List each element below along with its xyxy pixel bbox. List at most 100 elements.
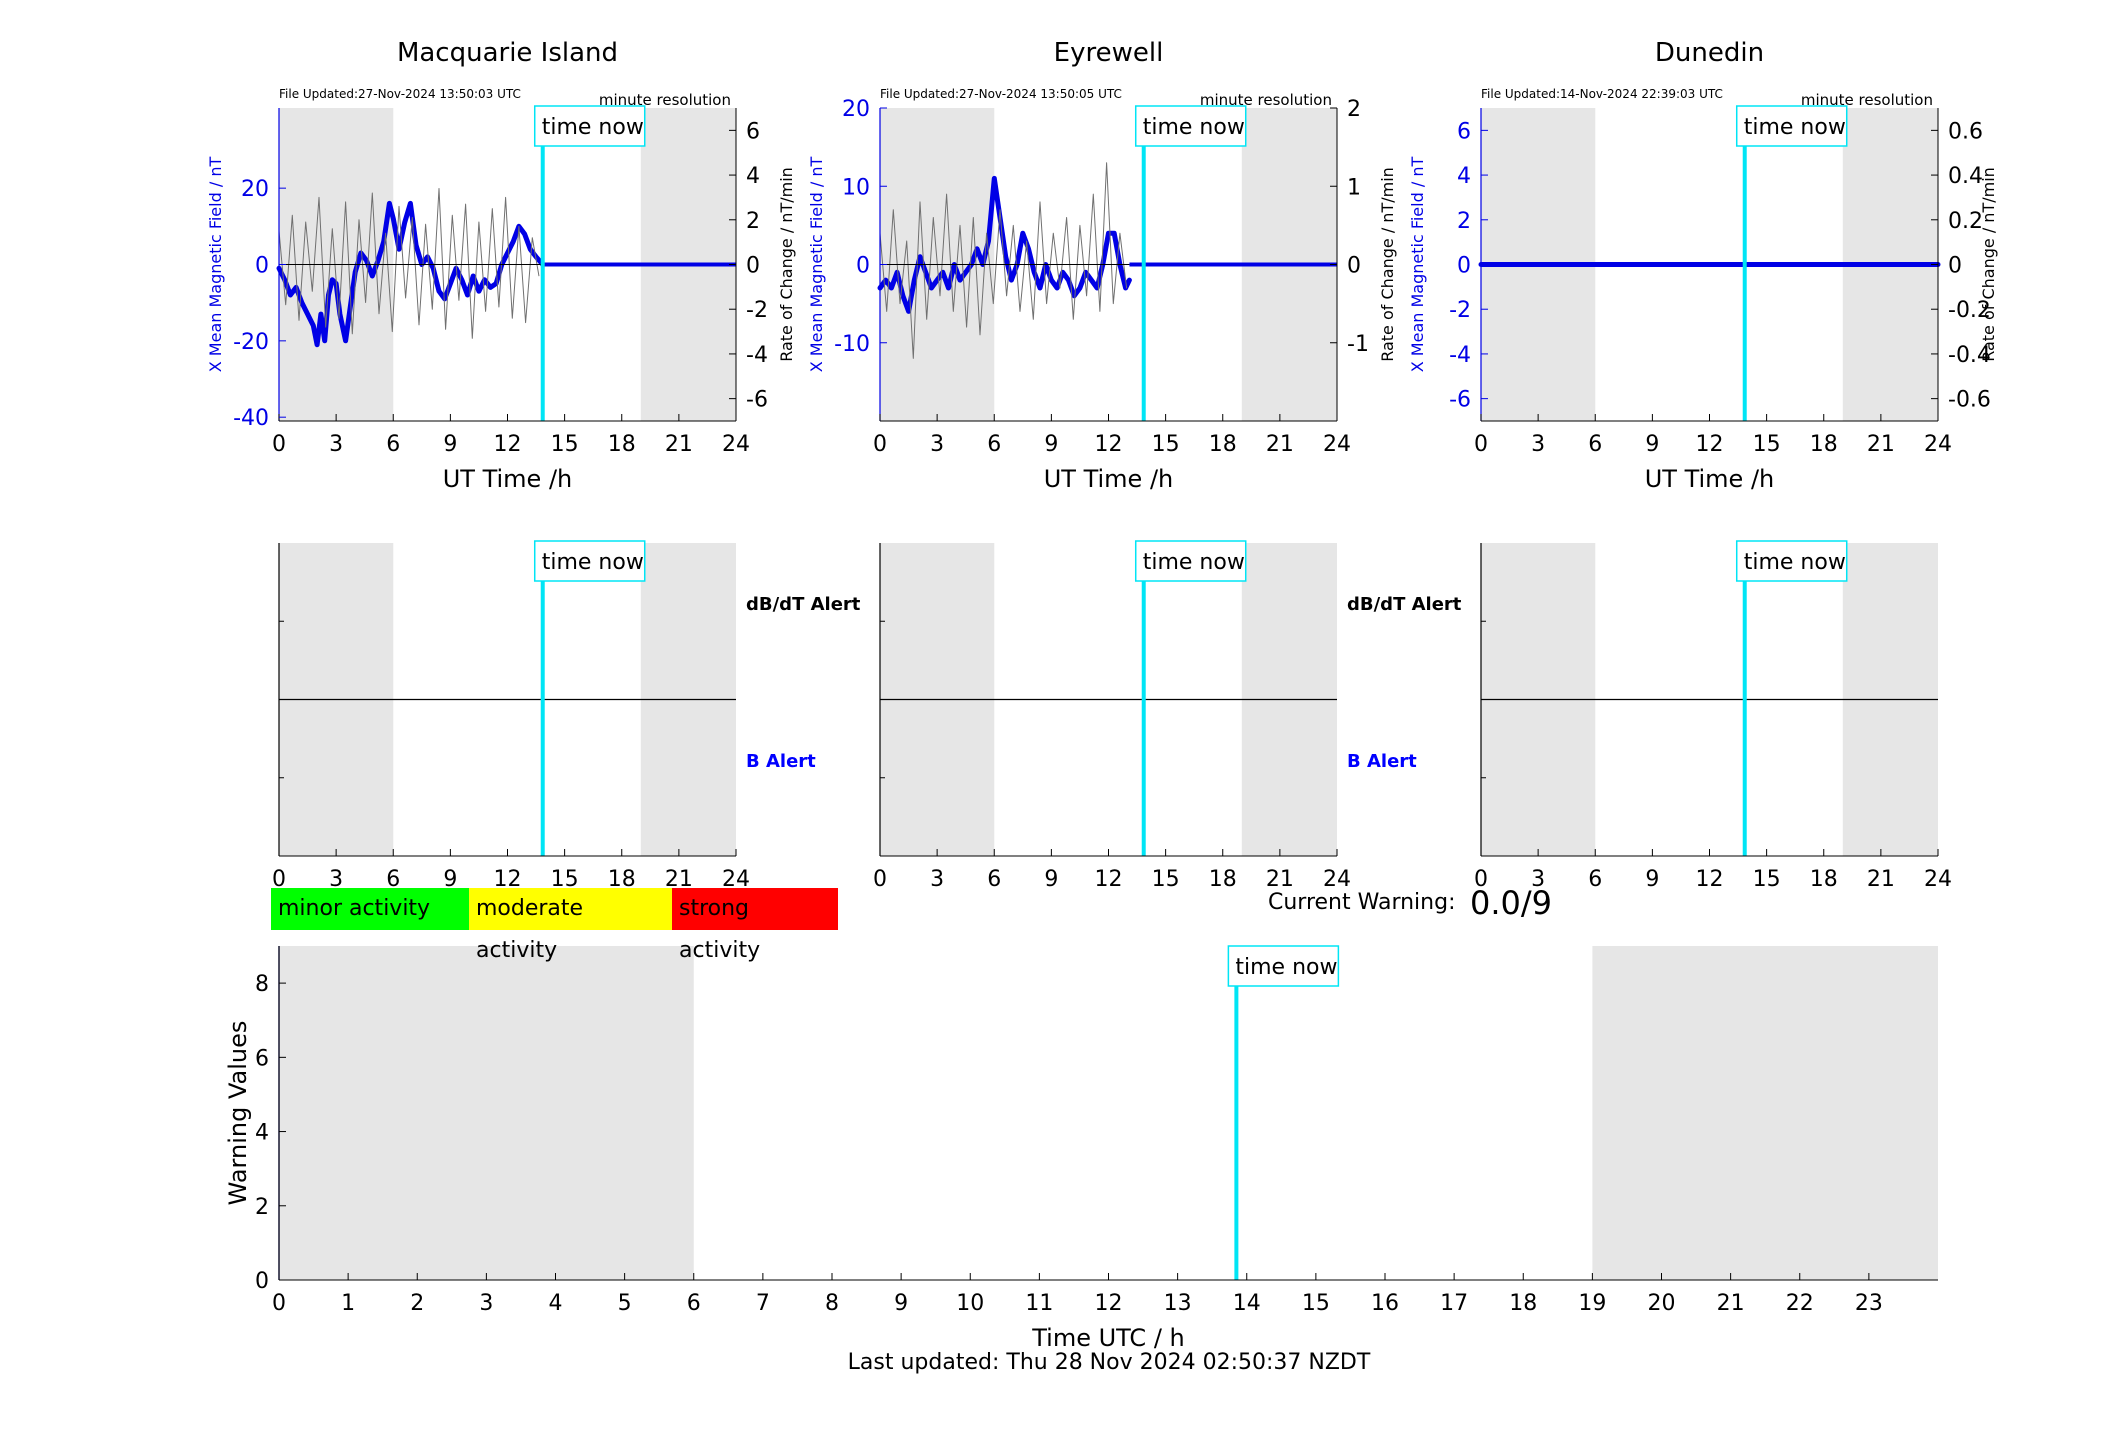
x-tick-label: 9 bbox=[1044, 867, 1058, 892]
file-updated-text: File Updated:14-Nov-2024 22:39:03 UTC bbox=[1481, 87, 1723, 101]
y-tick-label: 4 bbox=[255, 1121, 269, 1146]
y-tick-label: 20 bbox=[241, 177, 269, 202]
x-tick-label: 6 bbox=[386, 432, 400, 457]
x-tick-label: 24 bbox=[1924, 432, 1952, 457]
x-tick-label: 9 bbox=[1645, 867, 1659, 892]
x-axis-label: UT Time /h bbox=[1044, 465, 1174, 493]
right-y-tick-label: 0.2 bbox=[1948, 209, 1983, 234]
resolution-text: minute resolution bbox=[599, 91, 731, 109]
right-y-tick-label: -0.2 bbox=[1948, 298, 1991, 323]
rate-of-change-line bbox=[879, 162, 1128, 359]
b-alert-label: B Alert bbox=[746, 751, 816, 772]
y-tick-label: 10 bbox=[842, 175, 870, 200]
x-tick-label: 3 bbox=[1531, 432, 1545, 457]
x-tick-label: 3 bbox=[479, 1291, 493, 1316]
time-now-label: time now bbox=[1744, 115, 1846, 140]
magnetic-field-line bbox=[877, 175, 1132, 314]
x-tick-label: 18 bbox=[1209, 867, 1237, 892]
x-tick-label: 24 bbox=[1323, 867, 1351, 892]
x-tick-label: 12 bbox=[1095, 867, 1123, 892]
x-axis-label: UT Time /h bbox=[443, 465, 573, 493]
time-now-box bbox=[533, 540, 646, 582]
y-tick-label: -10 bbox=[834, 332, 870, 357]
x-tick-label: 24 bbox=[722, 432, 750, 457]
x-tick-label: 4 bbox=[549, 1291, 563, 1316]
y-axis-label: X Mean Magnetic Field / nT bbox=[1408, 157, 1427, 373]
y-axis-label: X Mean Magnetic Field / nT bbox=[807, 157, 826, 373]
y-tick-label: 20 bbox=[842, 97, 870, 122]
current-warning-value: 0.0/9 bbox=[1470, 884, 1553, 922]
y-tick-label: -40 bbox=[233, 406, 269, 431]
time-now-label: time now bbox=[542, 550, 644, 575]
x-tick-label: 21 bbox=[665, 867, 693, 892]
right-y-tick-label: 4 bbox=[746, 164, 760, 189]
x-tick-label: 6 bbox=[987, 867, 1001, 892]
last-updated-text: Last updated: Thu 28 Nov 2024 02:50:37 N… bbox=[847, 1350, 1371, 1375]
x-tick-label: 0 bbox=[873, 867, 887, 892]
dbdt-alert-label: dB/dT Alert bbox=[1347, 594, 1462, 615]
b-alert-label: B Alert bbox=[1347, 751, 1417, 772]
right-y-axis-label: Rate of Change / nT/min bbox=[1979, 167, 1998, 362]
y-tick-label: 2 bbox=[255, 1195, 269, 1220]
resolution-text: minute resolution bbox=[1801, 91, 1933, 109]
x-tick-label: 21 bbox=[1867, 432, 1895, 457]
right-y-tick-label: 2 bbox=[1347, 97, 1361, 122]
x-tick-label: 6 bbox=[386, 867, 400, 892]
y-tick-label: -4 bbox=[1449, 343, 1471, 368]
right-y-tick-label: 0.4 bbox=[1948, 164, 1983, 189]
legend-strong-activity: strong activity bbox=[672, 888, 838, 963]
chart-panel-5: dB/dT Alert B Alert time now 0 3 6 9 12 15 18 21 24 bbox=[873, 540, 1462, 892]
x-tick-label: 11 bbox=[1025, 1291, 1053, 1316]
time-now-box bbox=[1735, 540, 1848, 582]
x-tick-label: 18 bbox=[1810, 867, 1838, 892]
x-tick-label: 3 bbox=[329, 432, 343, 457]
legend-minor-activity: minor activity bbox=[271, 888, 469, 930]
x-tick-label: 15 bbox=[1152, 432, 1180, 457]
y-tick-label: -20 bbox=[233, 330, 269, 355]
x-axis-label: UT Time /h bbox=[1645, 465, 1775, 493]
x-tick-label: 0 bbox=[873, 432, 887, 457]
x-tick-label: 6 bbox=[987, 432, 1001, 457]
time-now-label: time now bbox=[1143, 550, 1245, 575]
x-tick-label: 15 bbox=[1302, 1291, 1330, 1316]
x-tick-label: 3 bbox=[930, 867, 944, 892]
x-tick-label: 12 bbox=[494, 867, 522, 892]
x-tick-label: 21 bbox=[1717, 1291, 1745, 1316]
x-tick-label: 18 bbox=[608, 867, 636, 892]
right-y-axis-label: Rate of Change / nT/min bbox=[1378, 167, 1397, 362]
x-tick-label: 10 bbox=[956, 1291, 984, 1316]
right-y-tick-label: -6 bbox=[746, 388, 768, 413]
time-now-box bbox=[1134, 105, 1247, 147]
x-tick-label: 19 bbox=[1578, 1291, 1606, 1316]
x-tick-label: 9 bbox=[1645, 432, 1659, 457]
right-y-tick-label: -0.4 bbox=[1948, 343, 1991, 368]
x-tick-label: 9 bbox=[894, 1291, 908, 1316]
x-tick-label: 15 bbox=[1152, 867, 1180, 892]
x-tick-label: 9 bbox=[443, 432, 457, 457]
right-y-tick-label: 0.6 bbox=[1948, 119, 1983, 144]
x-tick-label: 15 bbox=[1753, 867, 1781, 892]
night-shade-band bbox=[1592, 946, 1938, 1280]
x-tick-label: 0 bbox=[272, 867, 286, 892]
x-tick-label: 24 bbox=[1924, 867, 1952, 892]
y-tick-label: -6 bbox=[1449, 388, 1471, 413]
x-tick-label: 0 bbox=[1474, 432, 1488, 457]
time-now-box bbox=[1134, 540, 1247, 582]
right-y-tick-label: -4 bbox=[746, 343, 768, 368]
x-tick-label: 24 bbox=[1323, 432, 1351, 457]
x-tick-label: 20 bbox=[1648, 1291, 1676, 1316]
time-now-label: time now bbox=[542, 115, 644, 140]
y-tick-label: 0 bbox=[856, 254, 870, 279]
x-tick-label: 6 bbox=[687, 1291, 701, 1316]
right-y-tick-label: 1 bbox=[1347, 175, 1361, 200]
time-now-box bbox=[533, 105, 646, 147]
right-y-tick-label: 2 bbox=[746, 209, 760, 234]
x-tick-label: 18 bbox=[608, 432, 636, 457]
x-tick-label: 0 bbox=[272, 1291, 286, 1316]
x-tick-label: 24 bbox=[722, 867, 750, 892]
chart-title: Dunedin bbox=[1655, 38, 1764, 68]
time-now-box bbox=[1735, 105, 1848, 147]
activity-legend: minor activity moderate activity strong … bbox=[271, 888, 838, 963]
